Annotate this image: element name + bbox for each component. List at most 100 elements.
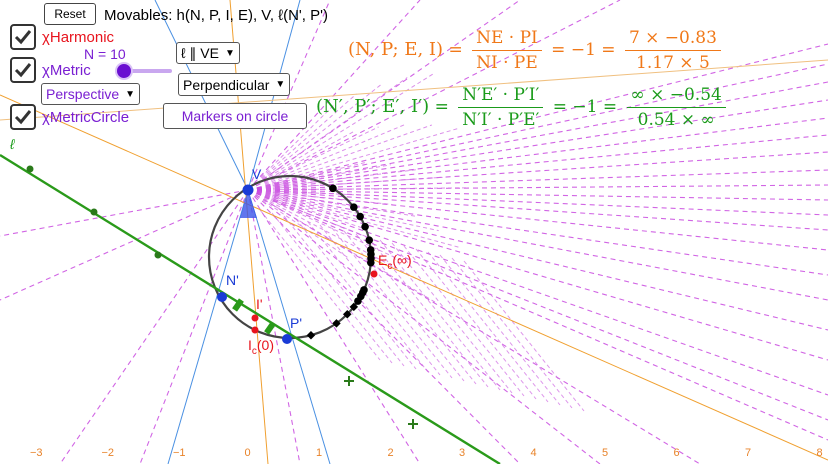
- metric-fan-line: [262, 77, 408, 181]
- x-axis-tick-label: −2: [101, 447, 115, 459]
- metric-fan-line: [263, 126, 379, 183]
- metric-fan-line: [263, 197, 421, 282]
- formula1-frac1: NE · PI NI · PE: [472, 28, 542, 73]
- formula1-result: = −1 =: [551, 40, 616, 60]
- ec-name: E: [378, 252, 388, 268]
- metric-fan-line: [463, 260, 585, 412]
- metric-fan-line: [264, 197, 403, 262]
- x-axis-tick-label: 8: [816, 447, 823, 459]
- line-mode-dropdown[interactable]: ℓ ∥ VE ▼: [176, 42, 240, 64]
- metric-ray-line: [247, 189, 828, 231]
- metric-ray-line: [59, 189, 249, 464]
- point-ec[interactable]: [370, 270, 378, 278]
- formula2-den2: 0.54 × ∞: [637, 110, 715, 130]
- metric-fan-line: [263, 131, 354, 182]
- point-v-label: V: [252, 166, 262, 182]
- x-axis-tick-label: −1: [173, 447, 186, 459]
- reset-button[interactable]: Reset: [44, 3, 96, 25]
- metric-ray-line: [247, 189, 828, 361]
- metric-ray-line: [247, 0, 621, 191]
- ell-line[interactable]: [0, 153, 501, 464]
- metric-fan-line: [265, 176, 443, 190]
- orange-line: [0, 94, 828, 461]
- point-ic[interactable]: [251, 326, 259, 334]
- point-i-prime-label: I': [256, 296, 263, 312]
- metric-fan-line: [295, 218, 417, 370]
- blue-ray-line: [247, 189, 331, 464]
- circle-marker-dot: [356, 212, 364, 221]
- metric-fan-line: [265, 169, 417, 189]
- formula1-frac2: 7 × −0.83 1.17 × 5: [624, 28, 721, 73]
- view-dropdown[interactable]: Perspective ▼: [41, 83, 141, 105]
- markers-on-circle-button[interactable]: Markers on circle: [163, 103, 307, 129]
- metric-ray-line: [247, 117, 828, 191]
- metric-fan-line: [265, 162, 365, 187]
- formula1-num2: 7 × −0.83: [624, 28, 721, 51]
- metric-fan-line: [262, 199, 348, 258]
- cross-ratio-formula-1: (N, P; E, I) = NE · PI NI · PE = −1 = 7 …: [348, 28, 725, 73]
- harmonic-checkbox[interactable]: [10, 24, 36, 50]
- x-axis-tick-label: 6: [673, 447, 680, 459]
- view-value: Perspective: [46, 86, 120, 102]
- line-ell-label: ℓ: [10, 136, 15, 152]
- formula2-den1: N′I′ · P′E′: [462, 110, 540, 130]
- metric-fan-line: [415, 248, 537, 400]
- formula2-frac2: ∞ × −0.54 0.54 × ∞: [626, 85, 726, 130]
- cross-ratio-formula-2: (N′, P′; E′, I′) = N′E′ · P′I′ N′I′ · P′…: [316, 85, 730, 130]
- metric-ray-line: [247, 0, 421, 191]
- construction-dropdown[interactable]: Perpendicular ▼: [178, 73, 291, 96]
- ic-value: (0): [256, 337, 275, 353]
- point-ec-label: Ec(∞): [378, 252, 412, 272]
- metric-circle-checkbox[interactable]: [10, 104, 36, 130]
- formula2-result: = −1 =: [552, 97, 618, 117]
- dropdown-arrow-icon: ▼: [125, 88, 136, 100]
- point-p-prime[interactable]: [282, 334, 292, 344]
- orange-line: [0, 59, 828, 121]
- ell-tick-mark: [264, 321, 276, 335]
- metric-fan-line: [265, 164, 391, 188]
- ell-point: [154, 251, 162, 259]
- metric-ray-line: [247, 134, 828, 191]
- formula1-den1: NI · PE: [476, 53, 538, 73]
- metric-ray-line: [247, 189, 701, 464]
- points-layer[interactable]: [217, 184, 378, 345]
- point-n-prime[interactable]: [217, 292, 227, 302]
- x-axis-tick-label: 1: [316, 447, 323, 459]
- metric-ray-line: [247, 151, 828, 191]
- metric-fan-line: [265, 193, 439, 232]
- ic-sub: c: [251, 345, 257, 357]
- ec-sub: c: [387, 260, 393, 272]
- metric-ray-line: [247, 43, 828, 191]
- metric-checkbox[interactable]: [10, 57, 36, 83]
- metric-fan-line: [264, 195, 363, 229]
- n-slider-knob[interactable]: [117, 64, 131, 78]
- n-slider-track[interactable]: [128, 69, 172, 73]
- circle-marker-diamond: [349, 302, 359, 312]
- circle-marker-dot: [354, 297, 362, 305]
- metric-fan-line: [261, 84, 382, 180]
- dropdown-arrow-icon: ▼: [224, 47, 235, 59]
- point-i-prime[interactable]: [251, 314, 259, 322]
- circle-marker-dot: [361, 222, 369, 231]
- circle-marker-dot: [367, 258, 375, 267]
- metric-fan-line: [265, 191, 393, 205]
- metric-ray-line: [247, 189, 828, 276]
- metric-label: χMetric: [42, 62, 91, 79]
- metric-fan-line: [261, 93, 357, 179]
- metric-ray-line: [0, 189, 249, 237]
- line-mode-value: ℓ ∥ VE: [181, 44, 219, 61]
- point-v[interactable]: [242, 184, 254, 196]
- metric-fan-line: [319, 224, 441, 376]
- metric-ray-line: [247, 189, 828, 251]
- ell-point: [26, 165, 34, 173]
- metric-fan-line: [451, 257, 573, 409]
- metric-ray-line: [247, 184, 828, 191]
- x-axis-tick-label: 7: [745, 447, 752, 459]
- ell-point: [90, 208, 98, 216]
- x-axis-tick-label: 4: [530, 447, 537, 459]
- blue-ray-line: [167, 189, 249, 464]
- point-n-prime-label: N': [226, 272, 239, 288]
- metric-ray-line: [247, 189, 601, 464]
- line-ell[interactable]: [0, 153, 501, 464]
